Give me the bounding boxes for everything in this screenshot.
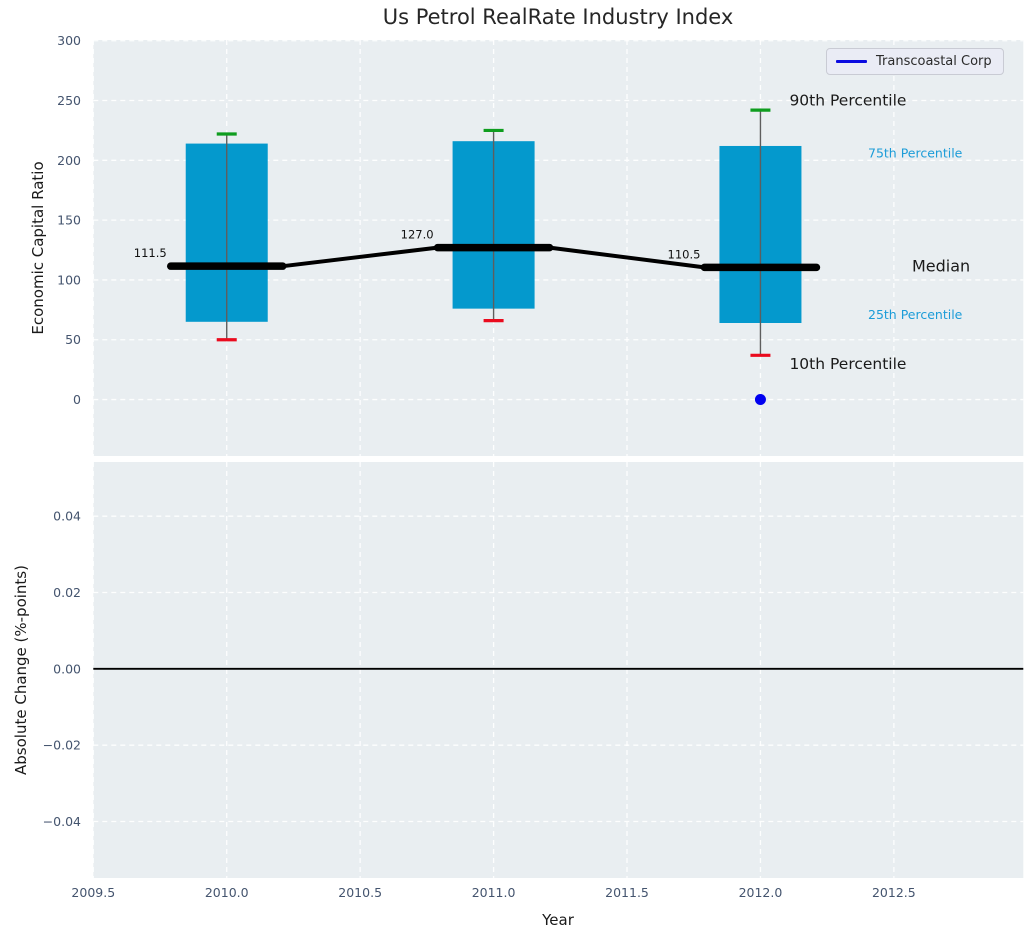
y-tick-label-top: 300 xyxy=(57,33,81,48)
label-10th-percentile: 10th Percentile xyxy=(789,355,906,373)
y-tick-label-bottom: 0.04 xyxy=(53,509,81,524)
x-tick-label: 2011.5 xyxy=(605,885,649,900)
x-axis-label: Year xyxy=(542,911,574,929)
x-tick-label: 2012.0 xyxy=(739,885,783,900)
y-tick-label-top: 250 xyxy=(57,93,81,108)
bottom-panel-background xyxy=(93,462,1024,878)
x-tick-label: 2010.5 xyxy=(338,885,382,900)
label-median: Median xyxy=(912,256,970,275)
label-25th-percentile: 25th Percentile xyxy=(868,307,963,322)
y-tick-label-top: 100 xyxy=(57,272,81,287)
x-tick-label: 2009.5 xyxy=(71,885,115,900)
y-tick-label-bottom: −0.04 xyxy=(43,814,81,829)
company-point xyxy=(754,394,766,406)
legend-label: Transcoastal Corp xyxy=(876,54,992,69)
chart-title: Us Petrol RealRate Industry Index xyxy=(382,5,734,29)
legend: Transcoastal Corp xyxy=(826,48,1004,75)
y-axis-label-bottom: Absolute Change (%-points) xyxy=(12,565,30,775)
median-annotation-2012: 110.5 xyxy=(668,247,701,261)
y-tick-label-top: 150 xyxy=(57,213,81,228)
median-annotation-2010: 111.5 xyxy=(134,246,167,260)
y-tick-label-bottom: 0.00 xyxy=(53,661,81,676)
x-tick-label: 2012.5 xyxy=(872,885,916,900)
label-75th-percentile: 75th Percentile xyxy=(868,145,963,160)
y-tick-label-top: 200 xyxy=(57,153,81,168)
median-annotation-2011: 127.0 xyxy=(401,228,434,242)
y-tick-label-top: 50 xyxy=(65,332,81,347)
x-tick-label: 2011.0 xyxy=(472,885,516,900)
y-tick-label-top: 0 xyxy=(73,392,81,407)
label-90th-percentile: 90th Percentile xyxy=(789,92,906,110)
y-tick-label-bottom: 0.02 xyxy=(53,585,81,600)
y-tick-label-bottom: −0.02 xyxy=(43,738,81,753)
x-tick-label: 2010.0 xyxy=(205,885,249,900)
legend-line-swatch xyxy=(836,60,867,63)
y-axis-label-top: Economic Capital Ratio xyxy=(29,161,47,335)
